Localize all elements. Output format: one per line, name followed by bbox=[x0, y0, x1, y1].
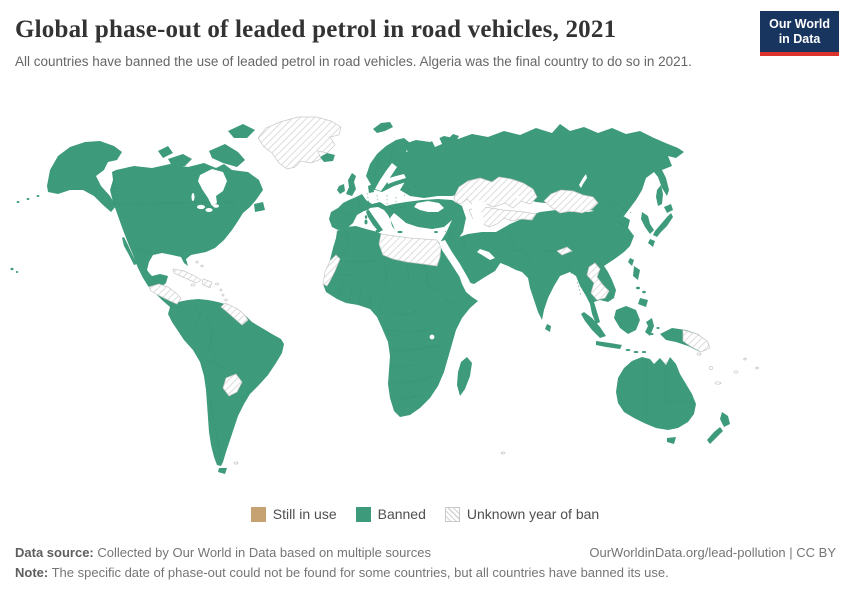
region-south-asia[interactable] bbox=[444, 206, 634, 324]
baltic-sea bbox=[375, 163, 397, 191]
region-hawaii bbox=[10, 267, 14, 271]
land-banned-layer[interactable] bbox=[10, 122, 731, 474]
region-central-america-hatched[interactable] bbox=[148, 283, 182, 305]
region-papua-new-guinea-hatched[interactable] bbox=[682, 329, 711, 353]
note-text: The specific date of phase-out could not… bbox=[48, 565, 669, 580]
region-nepal-hatched bbox=[556, 246, 573, 256]
region-guyanas-hatched[interactable] bbox=[220, 302, 249, 326]
legend-label: Unknown year of ban bbox=[466, 506, 600, 522]
legend-label: Still in use bbox=[272, 506, 337, 522]
region-alaska[interactable] bbox=[47, 141, 122, 212]
black-sea bbox=[414, 201, 444, 212]
legend-swatch-banned bbox=[355, 506, 371, 522]
region-java bbox=[596, 341, 622, 349]
region-north-america[interactable] bbox=[110, 163, 263, 320]
region-australia[interactable] bbox=[616, 357, 696, 430]
lake-balkhash bbox=[511, 195, 521, 199]
country-borders bbox=[113, 148, 694, 455]
red-sea bbox=[439, 240, 472, 289]
region-korea bbox=[641, 212, 654, 234]
owid-logo-line1: Our World bbox=[769, 17, 830, 31]
nodata-hatched-layer[interactable] bbox=[148, 116, 759, 465]
region-tasmania bbox=[667, 437, 676, 444]
region-paraguay-hatched[interactable] bbox=[222, 373, 243, 397]
persian-gulf bbox=[477, 249, 495, 260]
white-sea bbox=[432, 137, 442, 147]
owid-logo[interactable]: Our World in Data bbox=[760, 11, 839, 56]
map-legend: Still in use Banned Unknown year of ban bbox=[0, 506, 850, 522]
region-sumatra bbox=[581, 312, 606, 338]
region-africa[interactable] bbox=[323, 226, 478, 417]
legend-swatch-unknown-year bbox=[444, 506, 460, 522]
region-sulawesi bbox=[645, 318, 654, 336]
region-uk bbox=[346, 173, 356, 196]
page-title: Global phase-out of leaded petrol in roa… bbox=[15, 16, 617, 43]
region-philippines bbox=[633, 266, 640, 280]
region-russia[interactable] bbox=[400, 124, 684, 216]
region-greenland-hatched[interactable] bbox=[257, 116, 342, 170]
chart-note-line: Note: The specific date of phase-out cou… bbox=[15, 565, 836, 580]
region-baja bbox=[122, 237, 137, 265]
region-cuba-hatched[interactable] bbox=[172, 268, 202, 284]
aral-sea bbox=[481, 202, 487, 208]
owid-url-link[interactable]: OurWorldinData.org/lead-pollution | CC B… bbox=[589, 545, 836, 560]
great-lakes bbox=[197, 204, 205, 210]
caspian-sea bbox=[472, 199, 485, 229]
region-borneo bbox=[614, 306, 640, 334]
data-source-label: Data source: bbox=[15, 545, 94, 560]
legend-swatch-still-in-use bbox=[250, 506, 266, 522]
inland-water-layer bbox=[191, 137, 587, 340]
region-western-sahara-hatched[interactable] bbox=[322, 254, 341, 287]
owid-logo-line2: in Data bbox=[778, 32, 821, 46]
region-ireland bbox=[337, 184, 345, 194]
legend-item-still-in-use[interactable]: Still in use bbox=[250, 506, 337, 522]
legend-item-banned[interactable]: Banned bbox=[355, 506, 426, 522]
note-label: Note: bbox=[15, 565, 49, 580]
region-madagascar bbox=[457, 357, 472, 396]
region-kazakhstan-hatched[interactable] bbox=[453, 176, 538, 209]
lake-victoria bbox=[429, 334, 435, 340]
hudson-bay bbox=[198, 169, 227, 206]
region-japan bbox=[664, 204, 673, 213]
region-new-zealand bbox=[720, 412, 730, 427]
region-sri-lanka bbox=[545, 324, 551, 332]
data-source-line: Data source: Collected by Our World in D… bbox=[15, 545, 431, 560]
region-hispaniola-hatched bbox=[201, 278, 213, 289]
region-iceland bbox=[320, 153, 335, 162]
lake-baikal bbox=[579, 174, 587, 188]
legend-item-unknown-year[interactable]: Unknown year of ban bbox=[444, 506, 600, 522]
region-laos-cambodia-hatched[interactable] bbox=[586, 262, 610, 301]
legend-label: Banned bbox=[377, 506, 426, 522]
chart-subtitle: All countries have banned the use of lea… bbox=[15, 54, 692, 69]
region-central-asia-hatched[interactable] bbox=[468, 205, 537, 228]
region-libya-egypt-hatched[interactable] bbox=[378, 233, 442, 267]
data-source-text: Collected by Our World in Data based on … bbox=[93, 545, 431, 560]
chart-footer: Data source: Collected by Our World in D… bbox=[15, 545, 836, 580]
region-mongolia-hatched[interactable] bbox=[543, 189, 599, 214]
